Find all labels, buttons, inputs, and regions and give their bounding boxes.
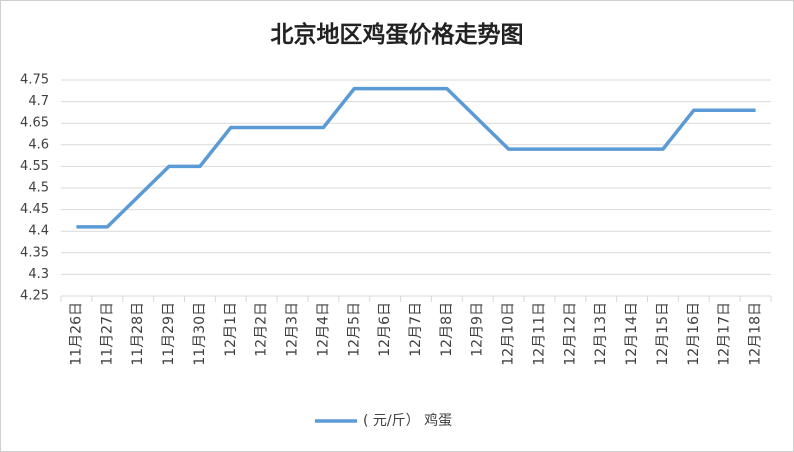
x-tick-label: 12月5日	[346, 302, 362, 357]
x-tick-label: 12月11日	[531, 302, 547, 366]
x-tick-label: 12月6日	[377, 302, 393, 357]
y-tick-label: 4.4	[28, 224, 49, 239]
y-tick-label: 4.45	[20, 202, 49, 217]
x-tick-label: 12月7日	[408, 302, 424, 357]
y-tick-label: 4.6	[28, 137, 49, 152]
x-tick-label: 11月30日	[192, 302, 208, 366]
y-tick-label: 4.5	[28, 181, 49, 196]
x-tick-label: 12月15日	[655, 302, 671, 366]
y-tick-label: 4.25	[20, 289, 49, 304]
x-tick-label: 12月14日	[624, 302, 640, 366]
x-tick-label: 12月3日	[285, 302, 301, 357]
y-tick-label: 4.7	[28, 94, 49, 109]
x-tick-label: 11月26日	[68, 302, 84, 366]
x-tick-label: 12月9日	[470, 302, 486, 357]
x-tick-label: 12月18日	[748, 302, 764, 366]
chart-title: 北京地区鸡蛋价格走势图	[271, 21, 524, 48]
x-tick-label: 11月27日	[99, 302, 115, 366]
x-tick-label: 12月2日	[254, 302, 270, 357]
x-tick-label: 12月4日	[315, 302, 331, 357]
x-tick-label: 12月1日	[223, 302, 239, 357]
x-tick-label: 11月28日	[130, 302, 146, 366]
y-tick-label: 4.65	[20, 116, 49, 131]
x-tick-label: 12月8日	[439, 302, 455, 357]
x-tick-label: 12月16日	[686, 302, 702, 366]
x-tick-label: 12月12日	[562, 302, 578, 366]
x-tick-label: 12月13日	[593, 302, 609, 366]
legend-label: ( 元/斤） 鸡蛋	[363, 412, 452, 429]
x-tick-label: 11月29日	[161, 302, 177, 366]
y-tick-label: 4.35	[20, 245, 49, 260]
data-line	[76, 86, 756, 229]
x-tick-label: 12月10日	[501, 302, 517, 366]
y-tick-label: 4.75	[20, 73, 49, 88]
y-tick-label: 4.55	[20, 159, 49, 174]
x-tick-label: 12月17日	[717, 302, 733, 366]
y-tick-label: 4.3	[28, 267, 49, 282]
